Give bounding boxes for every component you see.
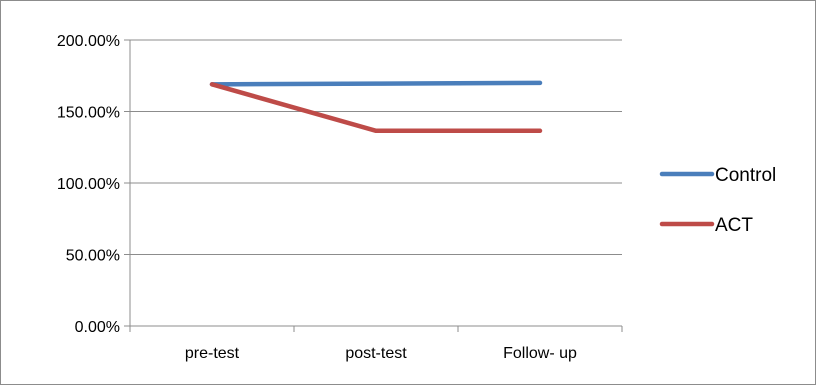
- x-tick-label: pre-test: [185, 345, 240, 362]
- axes: [124, 39, 623, 332]
- x-tick-label: Follow- up: [503, 345, 577, 362]
- legend-label-act: ACT: [715, 215, 753, 236]
- y-tick-label: 200.00%: [57, 33, 120, 50]
- legend: Control ACT: [659, 165, 776, 236]
- y-tick-label: 50.00%: [66, 248, 120, 265]
- y-tick-label: 150.00%: [57, 105, 120, 122]
- x-tick-label: post-test: [345, 345, 407, 362]
- legend-label-control: Control: [715, 165, 776, 186]
- series-line-act: [209, 82, 543, 134]
- tick-labels: 0.00% 50.00% 100.00% 150.00% 200.00% pre-test…: [57, 33, 577, 362]
- y-tick-label: 0.00%: [75, 319, 120, 336]
- y-tick-label: 100.00%: [57, 176, 120, 193]
- gridlines: [130, 39, 622, 255]
- series-lines: [209, 80, 543, 134]
